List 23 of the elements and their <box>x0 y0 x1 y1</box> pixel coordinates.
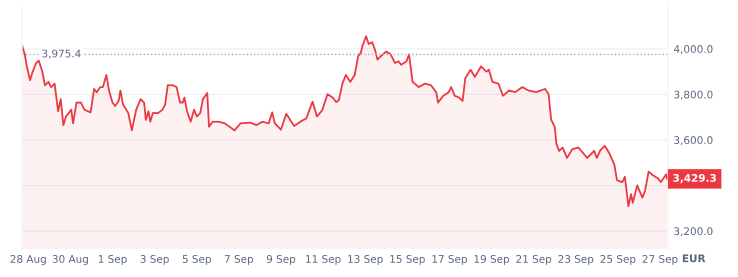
y-tick-label: 3,200.0 <box>674 227 713 236</box>
x-tick-label: 13 Sep <box>348 255 383 265</box>
y-tick-label: 3,600.0 <box>674 136 713 146</box>
x-tick-label: 1 Sep <box>98 255 127 265</box>
x-tick-label: 19 Sep <box>474 255 510 265</box>
x-tick-label: 30 Aug <box>52 255 88 265</box>
x-tick-label: 25 Sep <box>600 255 636 265</box>
x-tick-label: 11 Sep <box>306 255 341 265</box>
x-tick-label: 5 Sep <box>182 255 211 265</box>
x-tick-label: 28 Aug <box>10 255 46 265</box>
x-tick-label: 3 Sep <box>140 255 169 265</box>
x-tick-label: 7 Sep <box>224 255 254 265</box>
annotation: 3,429.3 <box>673 174 716 184</box>
x-tick-label: 27 Sep <box>642 255 678 265</box>
x-tick-label: 17 Sep <box>432 255 467 265</box>
x-tick-label: 9 Sep <box>266 255 296 265</box>
ref-line-label: 3,975.4 <box>42 50 81 59</box>
x-tick-label: 21 Sep <box>516 255 552 265</box>
y-tick-label: 3,800.0 <box>674 90 713 100</box>
y-axis-title: EUR <box>682 254 706 262</box>
x-tick-label: 23 Sep <box>558 255 594 265</box>
x-tick-label: 15 Sep <box>390 255 425 265</box>
y-tick-label: 4,000.0 <box>674 45 713 54</box>
